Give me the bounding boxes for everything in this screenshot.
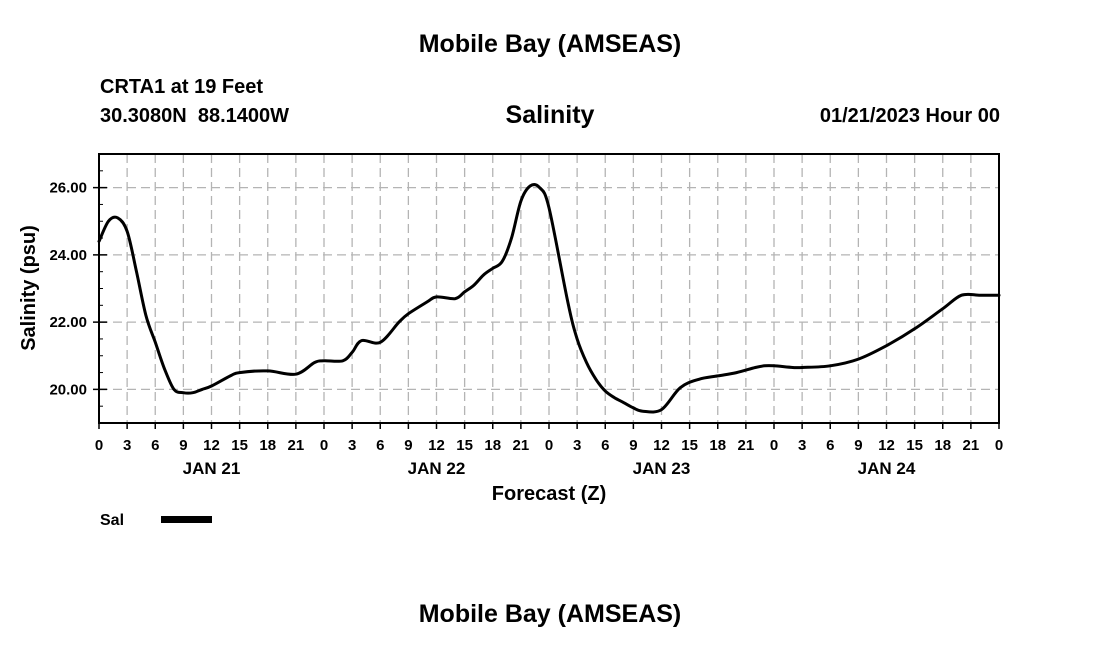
x-tick-label: 3 <box>573 437 581 454</box>
x-tick-label: 12 <box>653 437 670 454</box>
x-tick-label: 3 <box>123 437 131 454</box>
x-tick-label: 15 <box>906 437 923 454</box>
x-tick-label: 9 <box>179 437 187 454</box>
x-tick-label: 12 <box>203 437 220 454</box>
plot-frame <box>98 153 1000 424</box>
y-axis-label: Salinity (psu) <box>18 225 40 351</box>
x-tick-label: 15 <box>231 437 248 454</box>
x-day-label: JAN 21 <box>183 459 241 478</box>
series-line-sal <box>97 183 1001 414</box>
salinity-chart: 20.00 22.00 24.00 26.00 0 3 6 9 12 15 18 21 0 3 6 9 12 1… <box>18 153 1003 529</box>
y-tick-label: 20.00 <box>49 381 87 398</box>
x-tick-label: 3 <box>798 437 806 454</box>
x-tick-label: 21 <box>288 437 305 454</box>
y-tick-label: 24.00 <box>49 247 87 264</box>
x-tick-label: 0 <box>95 437 103 454</box>
station-coordinates: 30.3080N 88.1400W <box>100 105 290 127</box>
x-day-label: JAN 23 <box>633 459 691 478</box>
x-tick-label: 15 <box>456 437 473 454</box>
legend-label: Sal <box>100 512 124 529</box>
x-day-label: JAN 22 <box>408 459 466 478</box>
x-tick-label: 6 <box>376 437 384 454</box>
x-tick-label: 21 <box>513 437 530 454</box>
y-tick-label: 22.00 <box>49 314 87 331</box>
x-tick-label: 9 <box>629 437 637 454</box>
x-tick-label: 18 <box>934 437 951 454</box>
y-axis: 20.00 22.00 24.00 26.00 <box>49 170 107 407</box>
x-tick-label: 6 <box>151 437 159 454</box>
grid-lines <box>99 154 999 423</box>
x-tick-label: 3 <box>348 437 356 454</box>
chart-title-bottom: Mobile Bay (AMSEAS) <box>418 600 682 628</box>
x-tick-label: 18 <box>709 437 726 454</box>
x-tick-label: 21 <box>738 437 755 454</box>
x-tick-label: 21 <box>963 437 980 454</box>
station-label: CRTA1 at 19 Feet <box>100 76 264 98</box>
plot-title: Salinity <box>505 101 595 129</box>
x-tick-label: 15 <box>681 437 698 454</box>
chart-title-top: Mobile Bay (AMSEAS) <box>418 30 682 58</box>
x-tick-label: 12 <box>878 437 895 454</box>
x-tick-label: 0 <box>995 437 1003 454</box>
legend-swatch <box>161 516 212 523</box>
x-tick-label: 18 <box>484 437 501 454</box>
x-tick-label: 0 <box>545 437 553 454</box>
x-axis: 0 3 6 9 12 15 18 21 0 3 6 9 12 15 18 21 0 3 6 9 12 15 18 21 0 3 6 9… <box>95 423 1003 478</box>
y-tick-label: 26.00 <box>49 180 87 197</box>
x-tick-label: 0 <box>320 437 328 454</box>
x-tick-label: 6 <box>826 437 834 454</box>
x-tick-label: 0 <box>770 437 778 454</box>
x-tick-label: 12 <box>428 437 445 454</box>
forecast-datetime: 01/21/2023 Hour 00 <box>819 105 1000 127</box>
x-axis-label: Forecast (Z) <box>492 483 606 505</box>
x-tick-label: 6 <box>601 437 609 454</box>
x-day-label: JAN 24 <box>858 459 916 478</box>
x-tick-label: 9 <box>404 437 412 454</box>
x-tick-label: 18 <box>259 437 276 454</box>
x-tick-label: 9 <box>854 437 862 454</box>
